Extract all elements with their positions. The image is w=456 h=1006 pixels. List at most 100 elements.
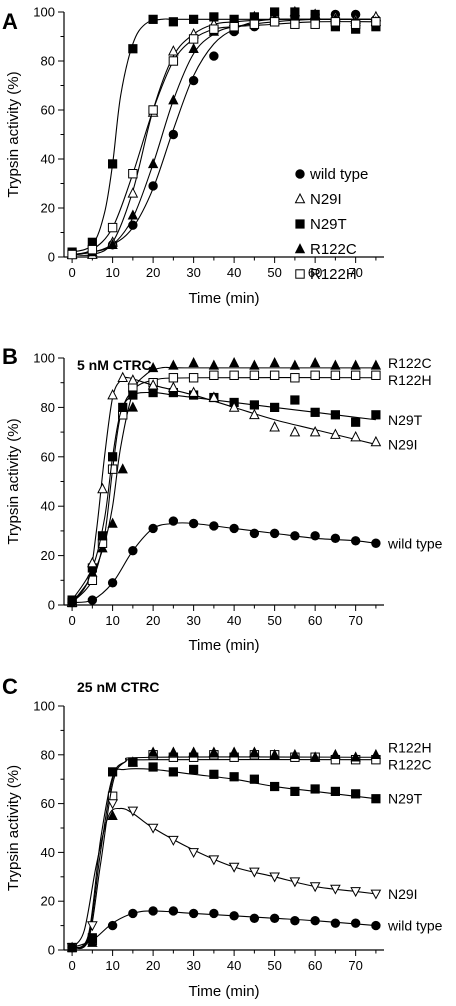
data-point <box>330 786 340 797</box>
x-tick-label: 70 <box>348 265 362 280</box>
data-point <box>208 391 220 402</box>
y-tick-label: 40 <box>41 152 55 167</box>
panel-title: 5 nM CTRC <box>77 357 152 373</box>
data-point <box>310 19 320 29</box>
data-point <box>147 362 159 373</box>
fit-curve <box>71 910 376 949</box>
data-point <box>228 862 240 873</box>
data-point <box>330 410 340 420</box>
series-end-label: R122H <box>388 739 432 755</box>
data-point <box>209 769 219 779</box>
data-point <box>309 751 321 762</box>
data-point <box>289 748 301 759</box>
y-tick-label: 40 <box>41 499 55 514</box>
legend-marker <box>294 192 306 204</box>
data-point <box>168 746 179 757</box>
data-point <box>371 538 381 548</box>
series-n29i <box>66 799 382 954</box>
data-point <box>87 244 98 255</box>
data-point <box>330 884 341 895</box>
data-point <box>228 746 240 757</box>
y-tick-label: 80 <box>41 747 55 762</box>
data-point <box>148 387 158 398</box>
x-axis-label: Time (min) <box>188 637 259 654</box>
x-tick-label: 20 <box>146 613 160 628</box>
data-point <box>209 521 219 531</box>
series-n29t <box>67 387 381 605</box>
series-end-label: R122H <box>388 372 432 388</box>
data-point <box>127 187 139 198</box>
data-point <box>148 105 158 115</box>
data-point <box>188 75 199 86</box>
data-point <box>269 748 280 759</box>
legend-entry: R122C <box>310 241 357 258</box>
data-point <box>290 373 300 383</box>
data-point <box>330 748 341 759</box>
data-point <box>107 222 118 233</box>
legend-marker <box>295 269 305 279</box>
data-point <box>249 746 260 757</box>
data-point <box>108 767 118 777</box>
data-point <box>269 913 280 923</box>
data-point <box>371 794 381 804</box>
data-point <box>108 159 118 169</box>
data-point <box>128 44 138 54</box>
y-tick-label: 60 <box>41 796 55 811</box>
y-axis-label: Trypsin activity (%) <box>5 71 22 197</box>
data-point <box>269 357 280 368</box>
data-point <box>290 531 300 541</box>
x-axis-label: Time (min) <box>188 290 259 307</box>
data-point <box>350 19 361 29</box>
fit-curve <box>71 366 376 603</box>
series-end-label: R122C <box>388 757 432 773</box>
x-tick-label: 20 <box>146 265 160 280</box>
data-point <box>127 374 139 385</box>
data-point <box>168 129 179 140</box>
data-point <box>188 908 199 919</box>
data-point <box>168 359 179 370</box>
data-point <box>168 835 179 846</box>
data-point <box>87 556 98 568</box>
data-point <box>249 19 260 29</box>
data-point <box>310 531 320 541</box>
data-point <box>209 12 219 22</box>
fit-curve <box>71 807 376 948</box>
y-tick-label: 40 <box>41 845 55 860</box>
data-point <box>309 882 321 893</box>
data-point <box>188 357 199 368</box>
x-tick-label: 50 <box>267 265 281 280</box>
data-point <box>128 169 138 179</box>
data-point <box>371 370 381 380</box>
data-point <box>269 872 280 883</box>
series-r122h <box>67 17 381 260</box>
data-point <box>249 359 260 370</box>
data-point <box>309 357 321 368</box>
y-axis-label: Trypsin activity (%) <box>5 418 22 544</box>
series-end-label: wild type <box>387 918 443 934</box>
data-point <box>371 17 381 27</box>
data-point <box>249 774 259 784</box>
series-end-label: wild type <box>387 535 443 551</box>
data-point <box>148 906 158 916</box>
data-point <box>350 536 361 546</box>
data-point <box>228 401 240 412</box>
data-point <box>371 410 381 420</box>
data-point <box>107 578 118 588</box>
data-point <box>351 789 361 799</box>
y-tick-label: 0 <box>48 250 55 265</box>
x-tick-label: 10 <box>105 958 119 973</box>
data-point <box>107 388 118 400</box>
data-point <box>148 14 158 24</box>
panel-letter: C <box>2 674 18 699</box>
data-point <box>168 381 179 392</box>
data-point <box>128 545 138 556</box>
data-point <box>168 373 179 383</box>
data-point <box>189 14 199 24</box>
data-point <box>168 56 179 66</box>
data-point <box>147 158 159 169</box>
data-point <box>208 359 220 370</box>
data-point <box>188 848 199 859</box>
legend-entry: R122H <box>310 266 357 283</box>
data-point <box>107 464 118 474</box>
data-point <box>350 370 361 380</box>
